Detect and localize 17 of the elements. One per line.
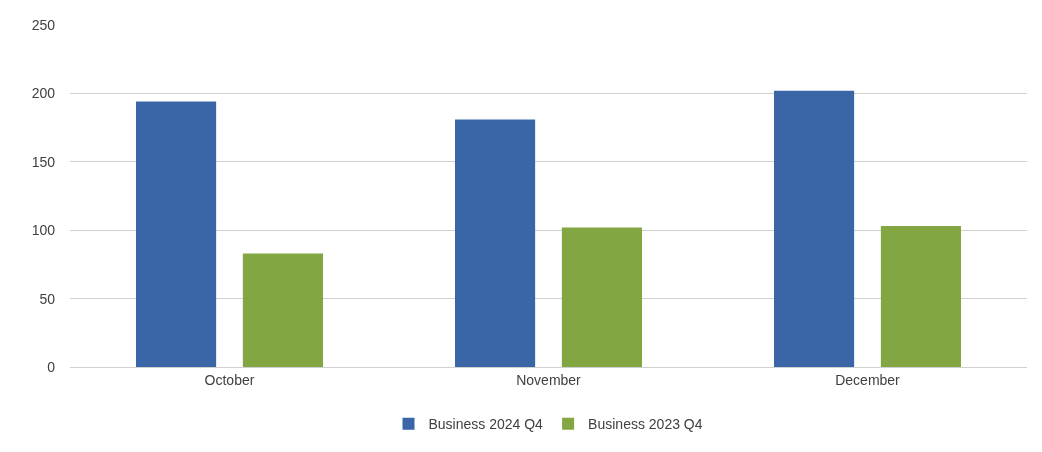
y-tick-label: 0 bbox=[47, 358, 56, 375]
legend-label: Business 2024 Q4 bbox=[428, 416, 544, 433]
legend-label: Business 2023 Q4 bbox=[588, 416, 703, 433]
x-tick-label: December bbox=[835, 371, 901, 388]
bar bbox=[135, 101, 217, 367]
y-tick-label: 150 bbox=[31, 153, 56, 170]
y-tick-label: 100 bbox=[31, 222, 56, 239]
x-tick-label: November bbox=[516, 371, 582, 388]
bar bbox=[561, 227, 643, 367]
y-tick-label: 250 bbox=[31, 16, 56, 33]
x-tick-label: October bbox=[204, 371, 255, 388]
bar bbox=[242, 253, 324, 367]
y-tick-label: 50 bbox=[39, 290, 56, 307]
bar bbox=[454, 119, 536, 367]
bar bbox=[880, 226, 962, 367]
bar bbox=[773, 90, 855, 367]
y-tick-label: 200 bbox=[31, 85, 56, 102]
